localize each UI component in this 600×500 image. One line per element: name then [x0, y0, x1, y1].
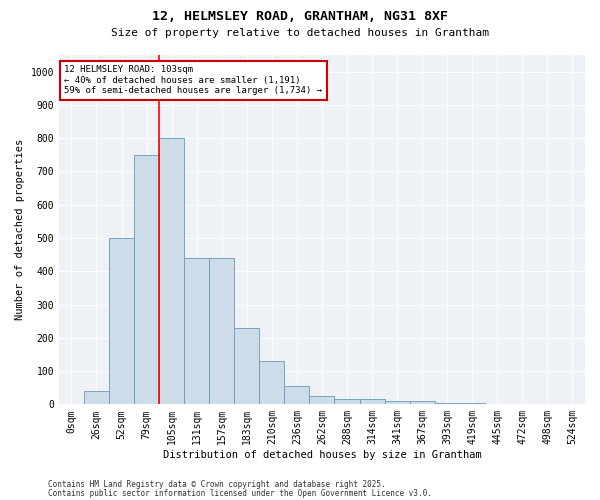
- Bar: [434, 402, 460, 404]
- Bar: [460, 402, 485, 404]
- Bar: [234, 328, 259, 404]
- Text: Contains public sector information licensed under the Open Government Licence v3: Contains public sector information licen…: [48, 488, 432, 498]
- Bar: [159, 138, 184, 404]
- Bar: [310, 396, 334, 404]
- Bar: [284, 386, 310, 404]
- X-axis label: Distribution of detached houses by size in Grantham: Distribution of detached houses by size …: [163, 450, 481, 460]
- Text: Size of property relative to detached houses in Grantham: Size of property relative to detached ho…: [111, 28, 489, 38]
- Bar: [334, 400, 359, 404]
- Text: 12 HELMSLEY ROAD: 103sqm
← 40% of detached houses are smaller (1,191)
59% of sem: 12 HELMSLEY ROAD: 103sqm ← 40% of detach…: [64, 66, 322, 96]
- Bar: [184, 258, 209, 404]
- Bar: [109, 238, 134, 404]
- Bar: [359, 400, 385, 404]
- Bar: [134, 155, 159, 404]
- Text: Contains HM Land Registry data © Crown copyright and database right 2025.: Contains HM Land Registry data © Crown c…: [48, 480, 386, 489]
- Bar: [259, 361, 284, 405]
- Text: 12, HELMSLEY ROAD, GRANTHAM, NG31 8XF: 12, HELMSLEY ROAD, GRANTHAM, NG31 8XF: [152, 10, 448, 23]
- Bar: [209, 258, 234, 404]
- Bar: [385, 401, 410, 404]
- Bar: [410, 401, 434, 404]
- Y-axis label: Number of detached properties: Number of detached properties: [15, 139, 25, 320]
- Bar: [84, 391, 109, 404]
